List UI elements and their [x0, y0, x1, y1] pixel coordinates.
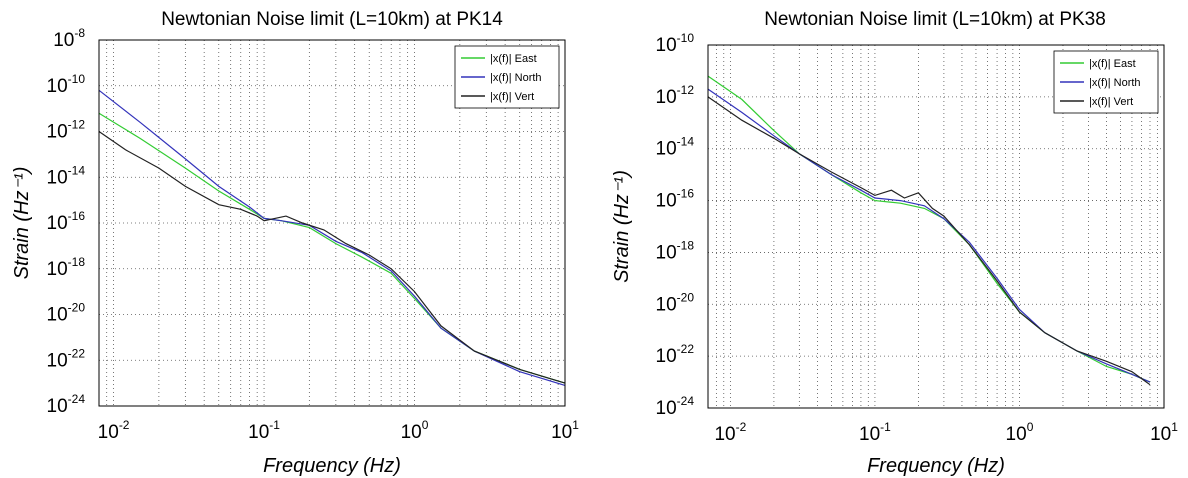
y-tick-label: 10-16	[47, 209, 86, 234]
legend: |x(f)| East |x(f)| North |x(f)| Vert	[1053, 50, 1159, 114]
chart-2: 10-2 10-1 100 101 10-10 10-12 10-14 10-16 10-18 1…	[611, 9, 1178, 477]
legend-label: |x(f)| North	[1089, 77, 1141, 89]
y-tick-label: 10-10	[656, 31, 695, 56]
y-tick-label: 10-22	[656, 342, 695, 367]
x-tick-label: 10-2	[714, 420, 746, 445]
y-tick-label: 10-20	[47, 301, 86, 326]
x-tick-label: 101	[551, 418, 579, 443]
axes-frame	[707, 44, 1165, 409]
y-tick-label: 10-12	[47, 118, 86, 143]
chart-title: Newtonian Noise limit (L=10km) at PK14	[161, 9, 503, 30]
chart-1: 10-2 10-1 100 101 10-8 10-10 10-12 10-14 10-16 10…	[11, 9, 579, 477]
legend-label: |x(f)| East	[490, 53, 537, 65]
y-tick-label: 10-10	[47, 72, 86, 97]
axes-frame	[98, 39, 566, 407]
series-line-3	[98, 131, 566, 384]
x-tick-label: 100	[1006, 420, 1034, 445]
chart-title: Newtonian Noise limit (L=10km) at PK38	[764, 9, 1106, 30]
y-tick-label: 10-24	[47, 392, 86, 417]
y-tick-label: 10-18	[656, 238, 695, 263]
legend-label: |x(f)| North	[490, 72, 542, 84]
x-tick-label: 10-1	[859, 420, 891, 445]
series-line-3	[707, 96, 1151, 386]
legend-label: |x(f)| Vert	[1089, 96, 1133, 108]
y-tick-label: 10-12	[656, 83, 695, 108]
y-tick-label: 10-8	[53, 26, 85, 51]
x-tick-label: 10-2	[98, 418, 130, 443]
y-tick-label: 10-20	[656, 290, 695, 315]
legend-label: |x(f)| East	[1089, 58, 1136, 70]
x-tick-label: 10-1	[248, 418, 280, 443]
legend-label: |x(f)| Vert	[490, 91, 534, 103]
x-tick-label: 100	[401, 418, 429, 443]
y-tick-label: 10-14	[656, 135, 695, 160]
x-axis-label: Frequency (Hz)	[263, 455, 401, 477]
legend: |x(f)| East |x(f)| North |x(f)| Vert	[454, 45, 560, 109]
x-axis-label: Frequency (Hz)	[867, 455, 1005, 477]
y-tick-label: 10-18	[47, 255, 86, 280]
y-axis-label: Strain (Hz⁻¹)	[11, 167, 33, 280]
y-tick-label: 10-14	[47, 163, 86, 188]
x-tick-label: 101	[1150, 420, 1178, 445]
series-line-2	[98, 89, 566, 386]
y-tick-label: 10-24	[656, 394, 695, 419]
y-tick-label: 10-22	[47, 346, 86, 371]
y-axis-label: Strain (Hz⁻¹)	[611, 170, 633, 283]
y-tick-label: 10-16	[656, 187, 695, 212]
